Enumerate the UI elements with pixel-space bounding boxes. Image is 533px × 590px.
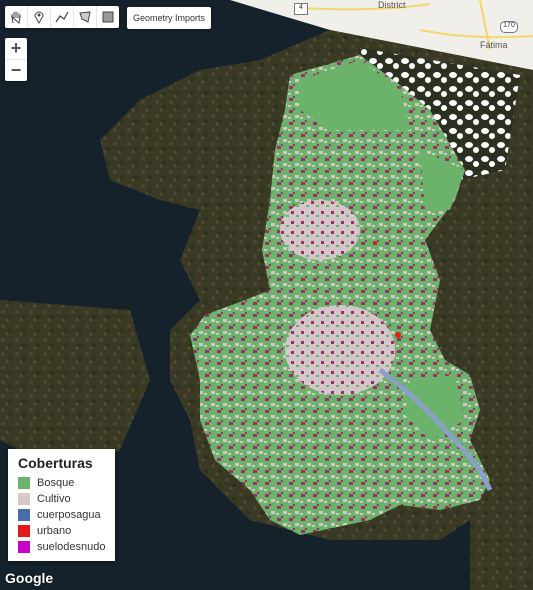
cultivo-patch-north [280,200,360,260]
legend-item: Cultivo [18,491,105,507]
legend-item-label: Bosque [37,477,75,489]
hand-tool-icon[interactable] [5,6,28,28]
urbano-spot [395,332,401,338]
point-marker-icon[interactable] [28,6,51,28]
rectangle-tool-icon[interactable] [97,6,119,28]
urbano-spot [373,241,377,245]
drawing-toolbar [5,6,119,28]
legend-item-label: Cultivo [37,493,71,505]
polygon-tool-icon[interactable] [74,6,97,28]
bosque-block-east [420,150,465,210]
legend-item: Bosque [18,475,105,491]
legend-item: suelodesnudo [18,539,106,555]
legend-panel: Coberturas Bosque Cultivo cuerposagua ur… [8,449,115,561]
zoom-out-button[interactable]: − [10,60,22,80]
legend-swatch [18,493,30,505]
river [378,368,493,492]
zoom-control: + − [5,38,27,81]
bosque-block-se [405,375,465,440]
zoom-in-button[interactable]: + [5,38,27,60]
satellite-peninsula [0,300,150,470]
legend-swatch [18,541,30,553]
legend-swatch [18,525,30,537]
basemap-road-layer [230,0,533,70]
basemap-road [299,0,533,51]
legend-item-label: urbano [37,525,72,537]
line-tool-icon[interactable] [51,6,74,28]
legend-title: Coberturas [18,455,93,471]
road-badge: 170 [500,21,518,33]
google-logo[interactable]: Google [5,570,54,586]
bosque-block [300,60,410,130]
geometry-imports-button[interactable]: Geometry Imports [127,7,211,29]
legend-swatch [18,509,30,521]
legend-item-label: cuerposagua [37,509,101,521]
road-badge: 4 [294,3,308,15]
place-label: District [378,0,406,10]
cultivo-patch [285,305,395,395]
legend-swatch [18,477,30,489]
place-label: Fátima [480,40,508,50]
legend-item: urbano [18,523,105,539]
legend-item-label: suelodesnudo [37,541,106,553]
legend-item: cuerposagua [18,507,105,523]
